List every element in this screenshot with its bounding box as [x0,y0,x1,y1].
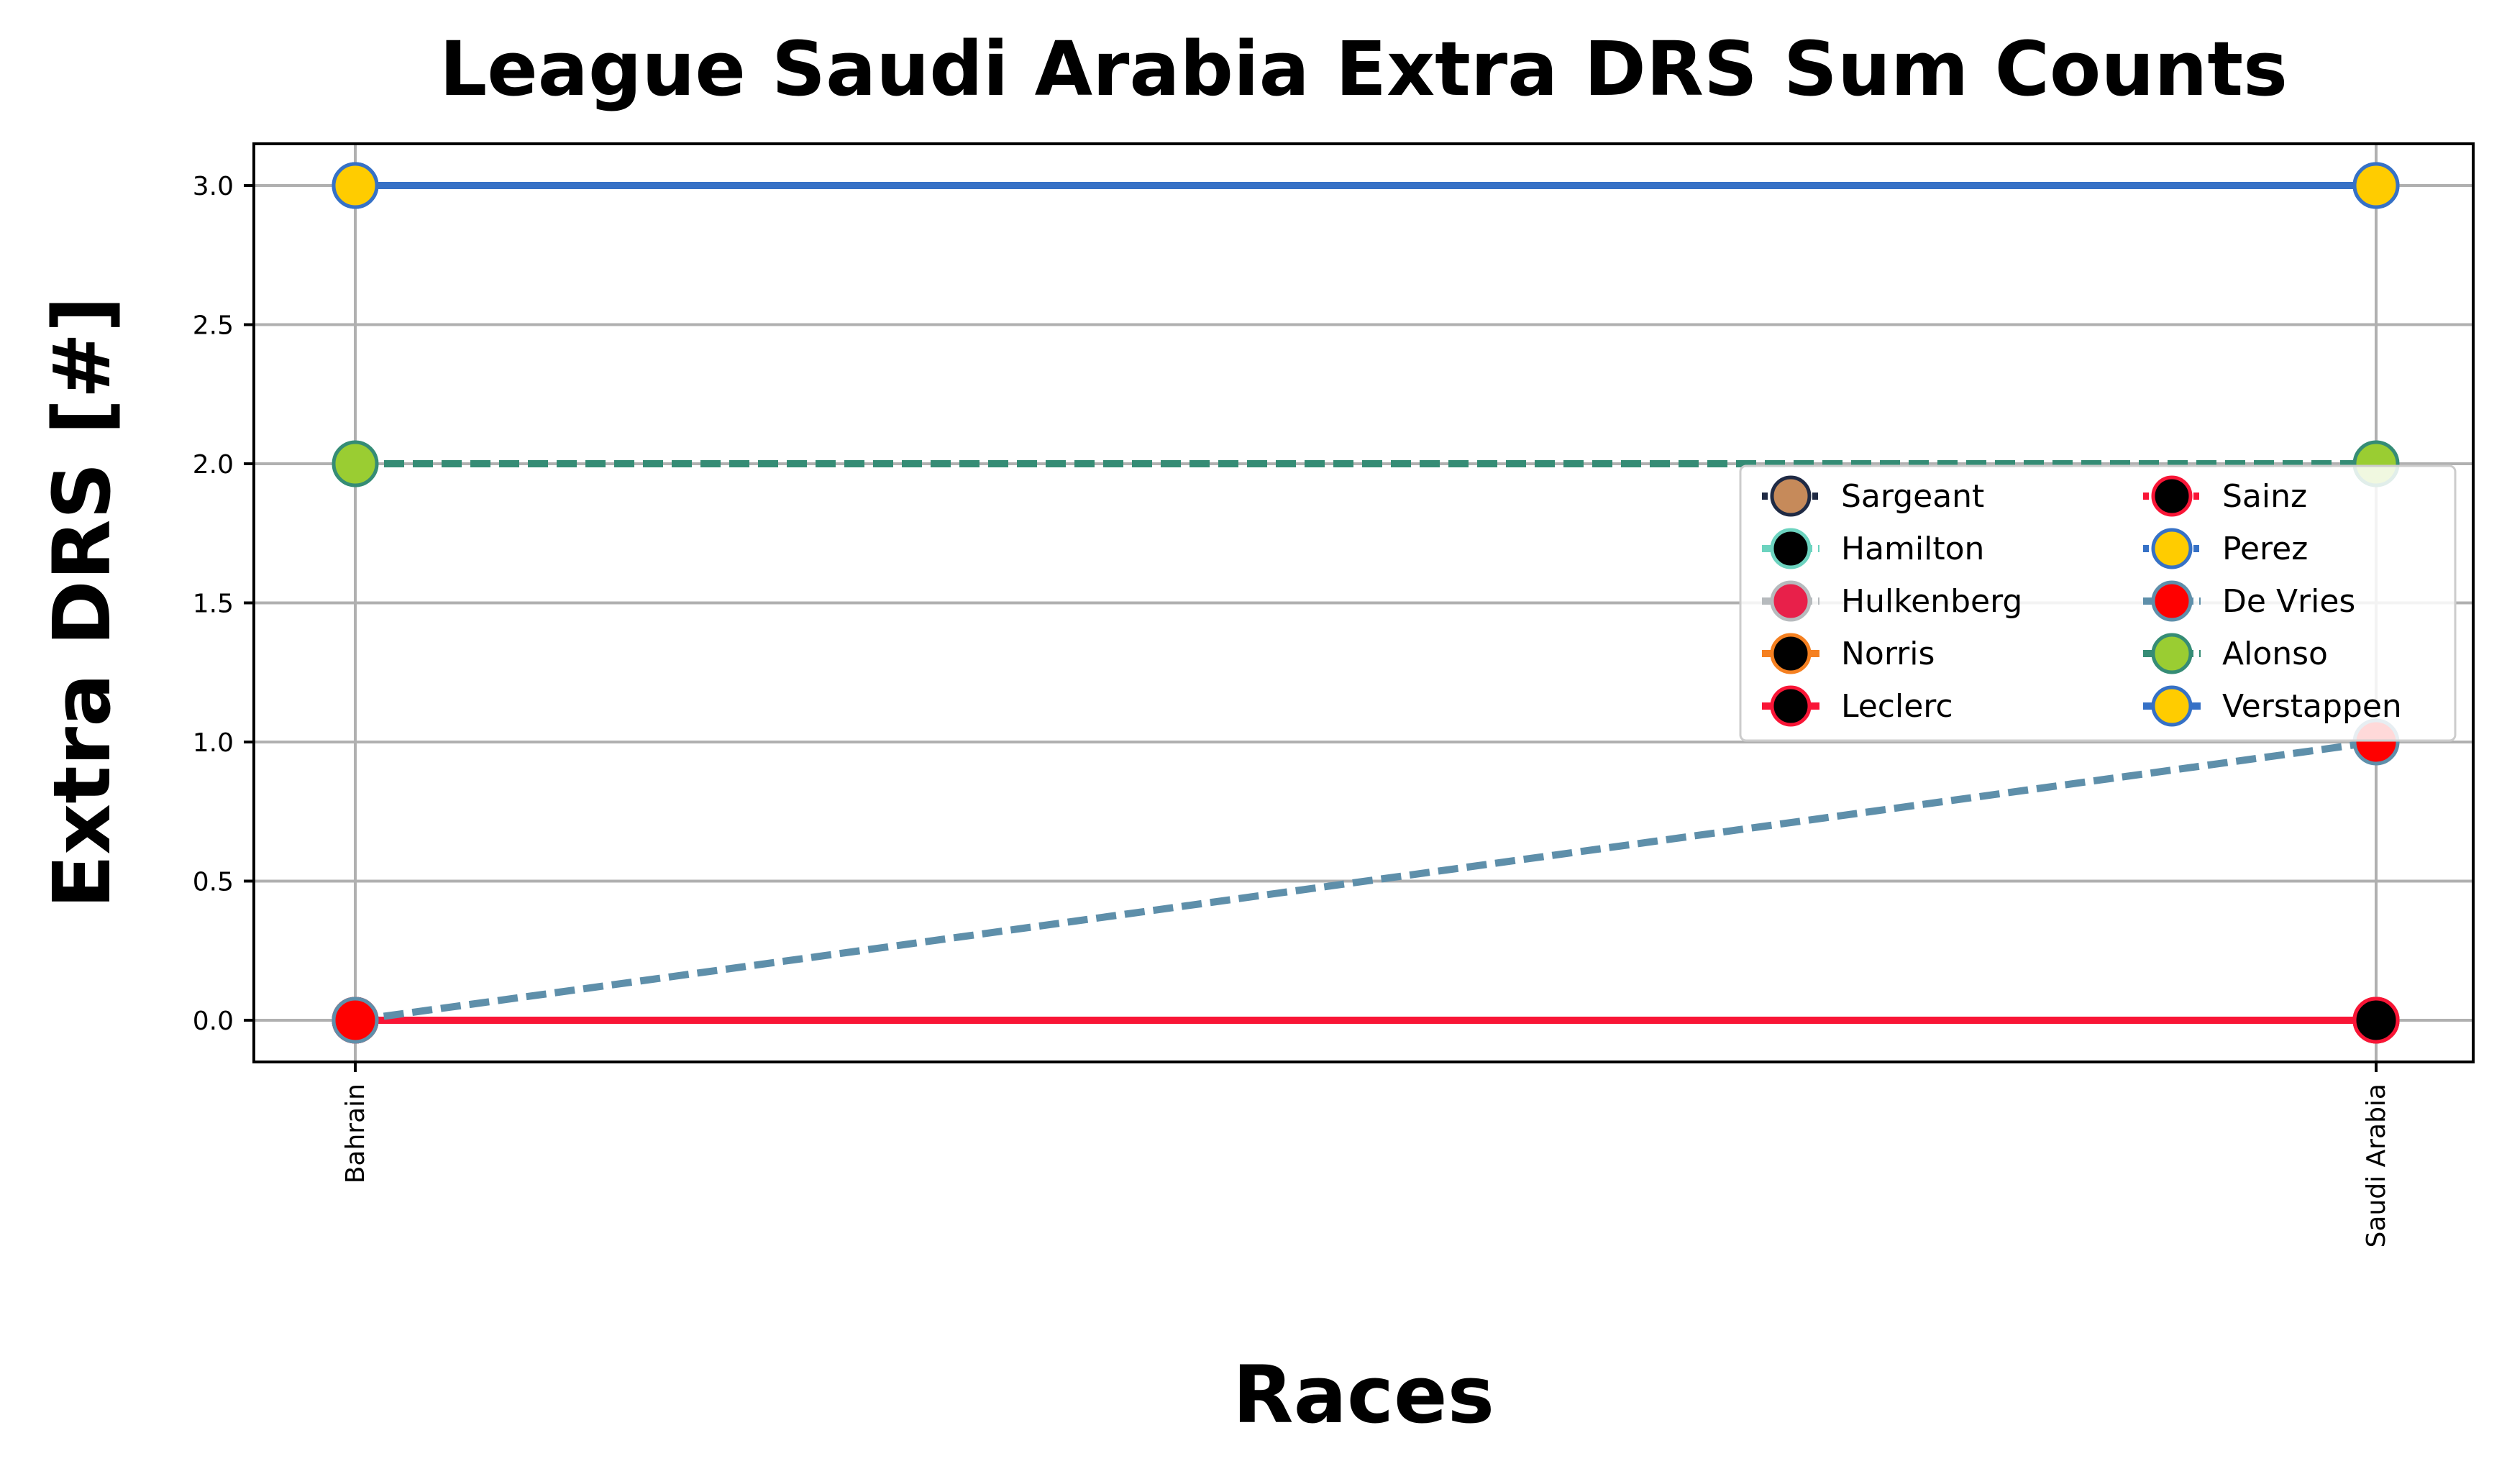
legend-item-alonso: Alonso [2143,633,2328,674]
y-tick-label: 2.5 [193,311,234,341]
legend-item-leclerc: Leclerc [1762,685,1953,727]
series-layer [332,162,2400,1044]
legend-swatch-marker [1770,475,1812,517]
legend-item-verstappen: Verstappen [2143,685,2402,727]
legend-label: Perez [2222,531,2308,567]
x-tick-label: Saudi Arabia [2362,1084,2391,1247]
legend-label: Verstappen [2222,688,2402,725]
legend-item-hamilton: Hamilton [1762,528,1984,569]
legend-label: Leclerc [1841,688,1953,725]
legend-swatch-marker [1770,580,1812,622]
legend-label: Sargeant [1841,478,1984,515]
legend-item-de-vries: De Vries [2143,580,2355,622]
legend-swatch-marker [2151,685,2193,727]
legend-box [1739,464,2457,742]
legend-swatch-marker [1770,528,1812,569]
legend-item-sargeant: Sargeant [1762,475,1984,517]
y-axis-label: Extra DRS [#] [36,296,128,909]
legend-swatch-marker [1770,633,1812,674]
y-tick-label: 3.0 [193,172,234,201]
legend-label: Hulkenberg [1841,583,2022,620]
y-tick-label: 2.0 [193,450,234,480]
legend-swatch-marker [2151,633,2193,674]
series-verstappen [332,162,2400,209]
legend-swatch-marker [1770,685,1812,727]
legend-item-perez: Perez [2143,528,2308,569]
series-line-de-vries [355,738,2377,1024]
y-tick-label: 0.0 [193,1007,234,1036]
legend-label: De Vries [2222,583,2355,620]
legend-item-sainz: Sainz [2143,475,2307,517]
y-tick-label: 0.5 [193,867,234,897]
ticks: 0.0 0.5 1.0 1.5 2.0 2.5 3.0 Bahrain Saudi Arabia [193,172,2391,1247]
legend-label: Alonso [2222,636,2328,672]
y-tick-label: 1.5 [193,590,234,619]
data-point-verstappen [2352,162,2400,209]
legend-label: Hamilton [1841,531,1984,567]
legend-item-norris: Norris [1762,633,1935,674]
legend-swatch-marker [2151,528,2193,569]
legend-swatch-marker [2151,475,2193,517]
chart-title: League Saudi Arabia Extra DRS Sum Counts [439,25,2288,113]
y-tick-label: 1.0 [193,728,234,758]
data-point-sainz [2352,997,2400,1044]
data-point-alonso [332,440,379,487]
x-axis-label: Races [1233,1349,1494,1441]
legend-label: Sainz [2222,478,2307,515]
data-point-de-vries [332,997,379,1044]
legend-item-hulkenberg: Hulkenberg [1762,580,2022,622]
data-point-verstappen [332,162,379,209]
legend-swatch-marker [2151,580,2193,622]
legend-label: Norris [1841,636,1935,672]
x-tick-label: Bahrain [341,1084,370,1183]
legend: Sargeant Hamilton Hulkenberg Norris Leclerc S… [1739,464,2457,742]
